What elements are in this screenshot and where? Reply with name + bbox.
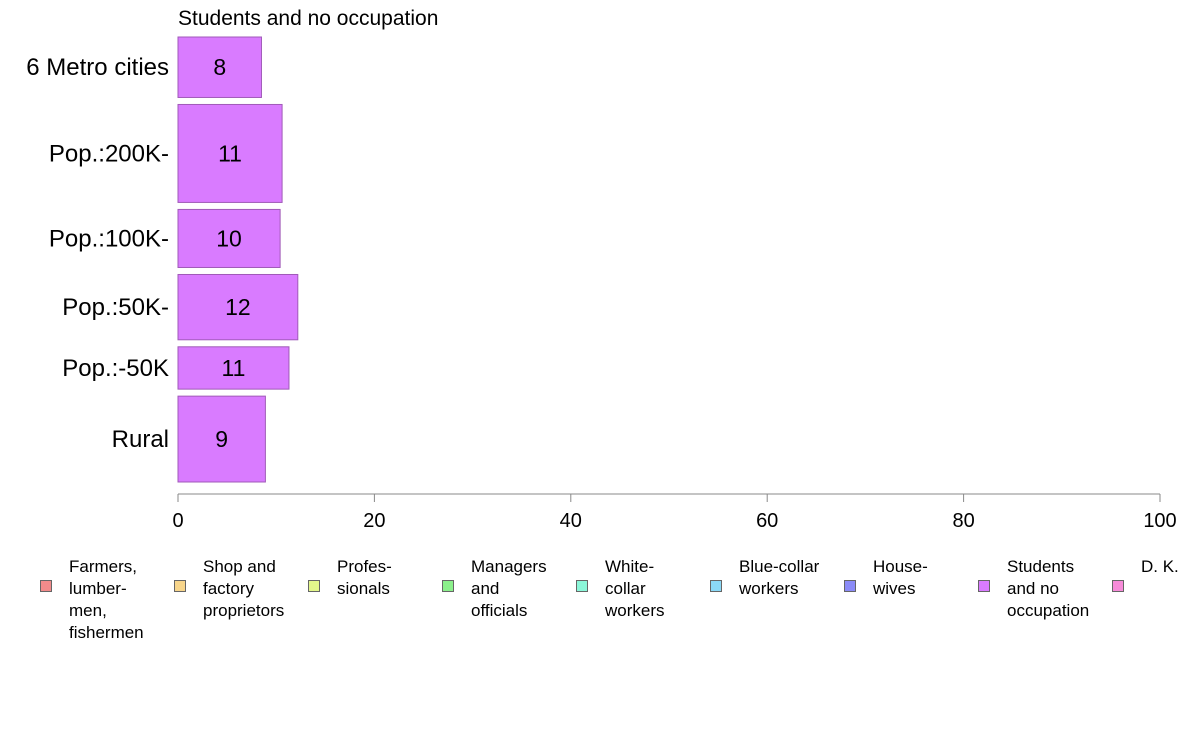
- x-axis: 0 20 40 60 80 100: [172, 493, 1177, 532]
- bar-value-label: 9: [215, 426, 228, 452]
- legend-item: Shop and factory proprietors: [174, 556, 284, 622]
- bar: [177, 36, 262, 98]
- category-label: 6 Metro cities: [26, 54, 169, 81]
- bar-value-label: 12: [225, 294, 251, 320]
- bar: [177, 273, 299, 341]
- legend-label: Farmers, lumber- men, fishermen: [69, 557, 144, 642]
- chart-title: Students and no occupation: [178, 7, 438, 30]
- legend-item: Farmers, lumber- men, fishermen: [40, 556, 144, 644]
- bar-value-label: 11: [222, 355, 246, 381]
- legend-swatch: [844, 580, 856, 592]
- legend-swatch: [308, 580, 320, 592]
- category-label: Pop.:200K-: [49, 140, 169, 167]
- category-label: Rural: [112, 426, 169, 453]
- legend-item: Profes- sionals: [308, 556, 392, 600]
- legend-label: Blue-collar workers: [739, 557, 820, 598]
- legend-swatch: [40, 580, 52, 592]
- legend-swatch: [174, 580, 186, 592]
- legend-label: D. K.: [1141, 557, 1179, 576]
- legend-item: House- wives: [844, 556, 928, 600]
- legend-swatch: [576, 580, 588, 592]
- legend-item: D. K.: [1112, 556, 1179, 592]
- legend-swatch: [710, 580, 722, 592]
- bar: [177, 208, 281, 268]
- legend-label: White- collar workers: [605, 557, 665, 620]
- bar: [177, 395, 266, 483]
- legend-item: Managers and officials: [442, 556, 547, 622]
- legend-swatch: [442, 580, 454, 592]
- x-tick-label: 40: [560, 510, 582, 532]
- x-tick-label: 100: [1143, 510, 1176, 532]
- legend-label: Profes- sionals: [337, 557, 392, 598]
- x-tick-label: 20: [363, 510, 385, 532]
- x-tick-label: 0: [172, 510, 183, 532]
- legend: Farmers, lumber- men, fishermen Shop and …: [40, 556, 1188, 646]
- bar: [177, 103, 283, 203]
- bar-value-label: 11: [218, 140, 242, 166]
- bars-group: 8 6 Metro cities 11 Pop.:200K- 10 Pop.:100K- 1…: [26, 36, 299, 483]
- legend-label: Students and no occupation: [1007, 557, 1090, 620]
- category-label: Pop.:-50K: [62, 355, 169, 382]
- x-tick-label: 80: [952, 510, 974, 532]
- bar-chart: Students and no occupation 8 6 Metro citi…: [26, 7, 1177, 532]
- category-label: Pop.:50K-: [62, 294, 169, 321]
- x-tick-label: 60: [756, 510, 778, 532]
- bar-value-label: 10: [216, 225, 242, 251]
- legend-label: Shop and factory proprietors: [203, 557, 285, 620]
- legend-swatch: [1112, 580, 1124, 592]
- bar-value-label: 8: [213, 54, 226, 80]
- legend-label: House- wives: [873, 557, 928, 598]
- legend-swatch: [978, 580, 990, 592]
- legend-item: Blue-collar workers: [710, 556, 819, 600]
- legend-label: Managers and officials: [471, 557, 547, 620]
- bar: [177, 346, 290, 390]
- legend-item: Students and no occupation: [978, 556, 1089, 622]
- category-label: Pop.:100K-: [49, 225, 169, 252]
- legend-item: White- collar workers: [576, 556, 665, 622]
